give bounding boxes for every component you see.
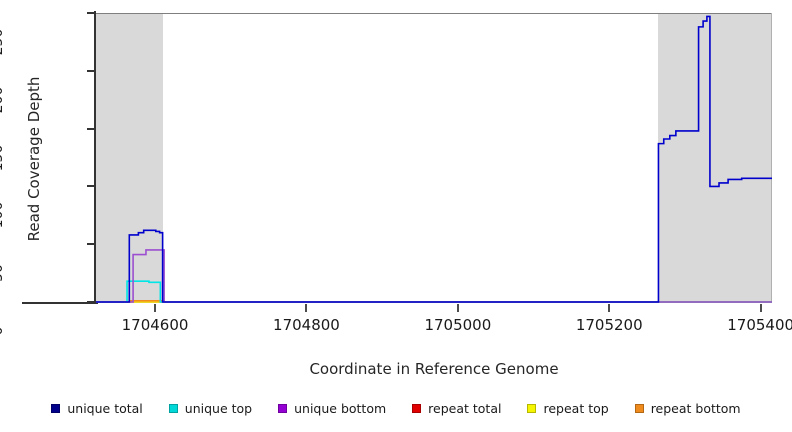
y-tick-label: 150 <box>0 144 6 171</box>
x-tick-label: 1704800 <box>273 316 340 334</box>
x-tick-label: 1705400 <box>727 316 792 334</box>
legend-label: repeat total <box>428 400 502 416</box>
x-axis-title: Coordinate in Reference Genome <box>309 360 559 378</box>
y-tick <box>87 12 94 14</box>
x-tick <box>305 304 308 312</box>
legend-label: unique total <box>67 400 143 416</box>
y-tick <box>87 301 94 303</box>
series-line-unique-top <box>96 280 772 303</box>
legend-swatch-icon <box>168 403 178 413</box>
x-tick-label: 1705200 <box>575 316 643 334</box>
repeat-region-right <box>658 13 772 302</box>
legend-label: unique top <box>184 400 253 416</box>
legend-label: unique bottom <box>294 400 387 416</box>
y-tick <box>87 185 94 188</box>
series-line-unique-bottom <box>96 249 772 303</box>
x-tick-label: 1704600 <box>121 316 189 334</box>
y-tick <box>87 127 94 130</box>
legend-swatch-icon <box>412 403 422 413</box>
legend-item-repeat-total[interactable]: repeat total <box>412 401 501 416</box>
y-tick-label: 200 <box>0 86 6 114</box>
legend-swatch-icon <box>634 403 644 413</box>
y-axis-line <box>94 11 96 304</box>
plot-frame-right <box>771 13 772 302</box>
x-tick <box>759 304 762 312</box>
series-line-unique-total <box>96 15 772 303</box>
y-tick-label: 250 <box>0 28 6 56</box>
legend-label: repeat top <box>543 400 609 416</box>
plot-frame-top <box>96 13 772 14</box>
x-tick <box>154 304 157 312</box>
legend-item-repeat-top[interactable]: repeat top <box>527 400 609 416</box>
legend-swatch-icon <box>527 403 537 413</box>
legend-item-unique-top[interactable]: unique top <box>168 400 253 416</box>
y-tick-label: 100 <box>0 202 6 229</box>
y-tick <box>87 69 94 72</box>
legend-label: repeat bottom <box>650 400 741 416</box>
legend-item-unique-total[interactable]: unique total <box>51 400 143 416</box>
y-axis-title: Read Coverage Depth <box>25 76 43 242</box>
y-tick-label: 0 <box>0 301 6 361</box>
legend-swatch-icon <box>278 403 288 413</box>
chart-legend: unique total unique top unique bottom repea… <box>0 398 792 418</box>
legend-swatch-icon <box>51 403 61 413</box>
x-axis-line-stub <box>22 302 98 304</box>
x-tick <box>608 304 611 312</box>
x-tick-label: 1705000 <box>424 316 492 334</box>
legend-item-unique-bottom[interactable]: unique bottom <box>278 401 386 416</box>
y-tick <box>87 243 94 246</box>
legend-item-repeat-bottom[interactable]: repeat bottom <box>634 400 741 416</box>
x-tick <box>456 304 459 312</box>
y-tick-label: 50 <box>0 264 6 283</box>
plot-area <box>96 13 772 303</box>
series-group <box>96 15 772 303</box>
